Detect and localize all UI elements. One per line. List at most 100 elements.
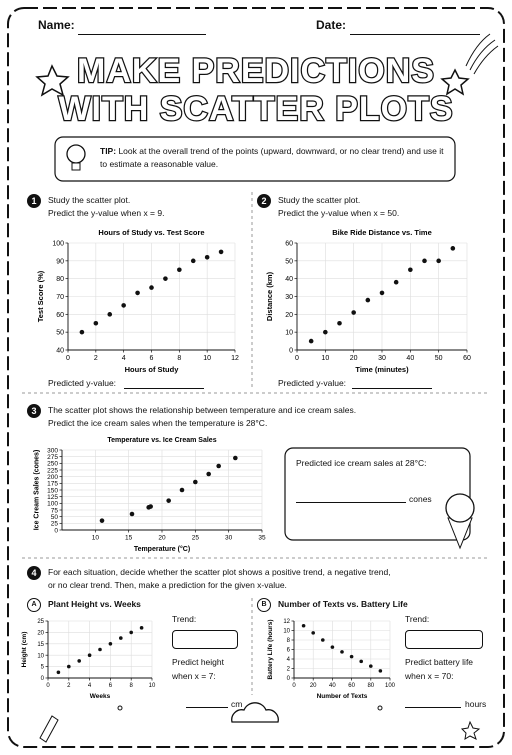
question-text: For each situation, decide whether the s… (48, 567, 391, 577)
x-tick-label: 8 (130, 683, 134, 689)
chart-title: Plant Height vs. Weeks (48, 599, 141, 609)
question-text: Study the scatter plot. (278, 195, 361, 205)
y-axis-label: Battery Life (hours) (267, 620, 274, 680)
scatter-chart: 0 20 40 60 80 100 0 2 4 6 8 10 12 Number of Texts Batt… (267, 619, 396, 700)
x-tick-label: 30 (225, 535, 233, 542)
x-tick-label: 6 (109, 683, 113, 689)
point (323, 329, 328, 335)
point (79, 329, 85, 335)
point (149, 285, 154, 290)
point (337, 320, 342, 326)
x-tick-label: 10 (149, 683, 156, 689)
point (330, 645, 335, 649)
x-tick-label: 4 (88, 683, 92, 689)
point (107, 312, 113, 317)
part-letter: A (27, 598, 41, 612)
x-tick-label: 4 (122, 355, 126, 362)
x-tick-label: 8 (177, 355, 181, 362)
line (186, 707, 228, 708)
y-tick-label: 60 (285, 240, 293, 247)
line (78, 34, 206, 35)
trend-label: Trend: (172, 614, 197, 624)
y-tick-label: 225 (47, 467, 58, 474)
point (179, 487, 185, 493)
y-tick-label: 0 (41, 676, 45, 682)
y-tick-label: 125 (47, 494, 58, 501)
point (163, 276, 168, 281)
x-tick-label: 20 (350, 355, 358, 362)
scatter-chart: 0 2 4 6 8 10 0 5 10 15 20 25 Weeks Height (cm) (21, 619, 156, 700)
x-tick-label: 35 (258, 535, 266, 542)
chart-title: Hours of Study vs. Test Score (98, 228, 204, 237)
y-tick-label: 2 (287, 667, 291, 673)
x-tick-label: 0 (292, 683, 296, 689)
x-tick-label: 10 (203, 355, 211, 362)
x-tick-label: 2 (94, 355, 98, 362)
point (121, 303, 126, 308)
point (56, 670, 61, 675)
point (135, 290, 140, 296)
point (67, 664, 71, 669)
y-tick-label: 150 (47, 487, 58, 494)
x-tick-label: 25 (192, 535, 200, 542)
point (190, 258, 196, 264)
point (365, 297, 371, 303)
x-tick-label: 30 (378, 355, 386, 362)
y-tick-label: 100 (52, 240, 64, 247)
y-tick-label: 5 (41, 665, 45, 671)
prompt: when x = 70: (405, 671, 454, 681)
point (408, 267, 413, 273)
x-tick-label: 6 (150, 355, 154, 362)
point (422, 258, 427, 264)
point (93, 320, 99, 326)
point (204, 254, 210, 260)
x-axis-label: Hours of Study (125, 365, 180, 374)
y-tick-label: 0 (289, 347, 293, 354)
prompt: Predict battery life (405, 657, 474, 667)
point (450, 246, 456, 251)
point (119, 636, 123, 640)
question-text: The scatter plot shows the relationship … (48, 405, 357, 415)
y-tick-label: 50 (51, 514, 59, 521)
x-tick-label: 80 (367, 683, 374, 689)
y-axis-label: Test Score (%) (36, 270, 45, 322)
y-tick-label: 6 (287, 648, 291, 654)
y-tick-label: 75 (51, 507, 59, 514)
chart-title: Temperature vs. Ice Cream Sales (107, 437, 216, 444)
line (350, 34, 480, 35)
point (108, 642, 113, 646)
point (206, 471, 211, 477)
answer-label: Predicted y-value: (278, 378, 347, 388)
point (166, 498, 171, 503)
prompt: Predict height (172, 657, 224, 667)
point (87, 653, 92, 657)
y-tick-label: 8 (287, 638, 291, 644)
point (369, 664, 373, 668)
name-label: Name: (38, 18, 75, 32)
y-tick-label: 60 (56, 312, 64, 319)
y-tick-label: 40 (285, 276, 293, 283)
y-tick-label: 25 (37, 619, 44, 625)
answer-box[interactable] (172, 630, 238, 649)
point (393, 279, 399, 285)
unit: hours (465, 699, 487, 709)
question-text: Study the scatter plot. (48, 195, 131, 205)
point (193, 479, 198, 485)
x-tick-label: 0 (295, 355, 299, 362)
tip-text: Look at the overall trend of the points … (100, 146, 444, 169)
answer-box[interactable] (405, 630, 483, 649)
point (378, 669, 383, 673)
point (233, 455, 238, 461)
trend-label: Trend: (405, 614, 430, 624)
question-number: 3 (27, 404, 41, 418)
chart-title: Bike Ride Distance vs. Time (332, 228, 432, 237)
x-tick-label: 12 (231, 355, 239, 362)
point (218, 249, 224, 255)
y-tick-label: 250 (47, 461, 58, 468)
answer-prompt: Predicted ice cream sales at 28°C: (296, 458, 427, 468)
x-tick-label: 10 (321, 355, 329, 362)
point (379, 290, 385, 296)
y-tick-label: 40 (56, 347, 64, 354)
x-axis-label: Temperature (°C) (134, 545, 190, 553)
